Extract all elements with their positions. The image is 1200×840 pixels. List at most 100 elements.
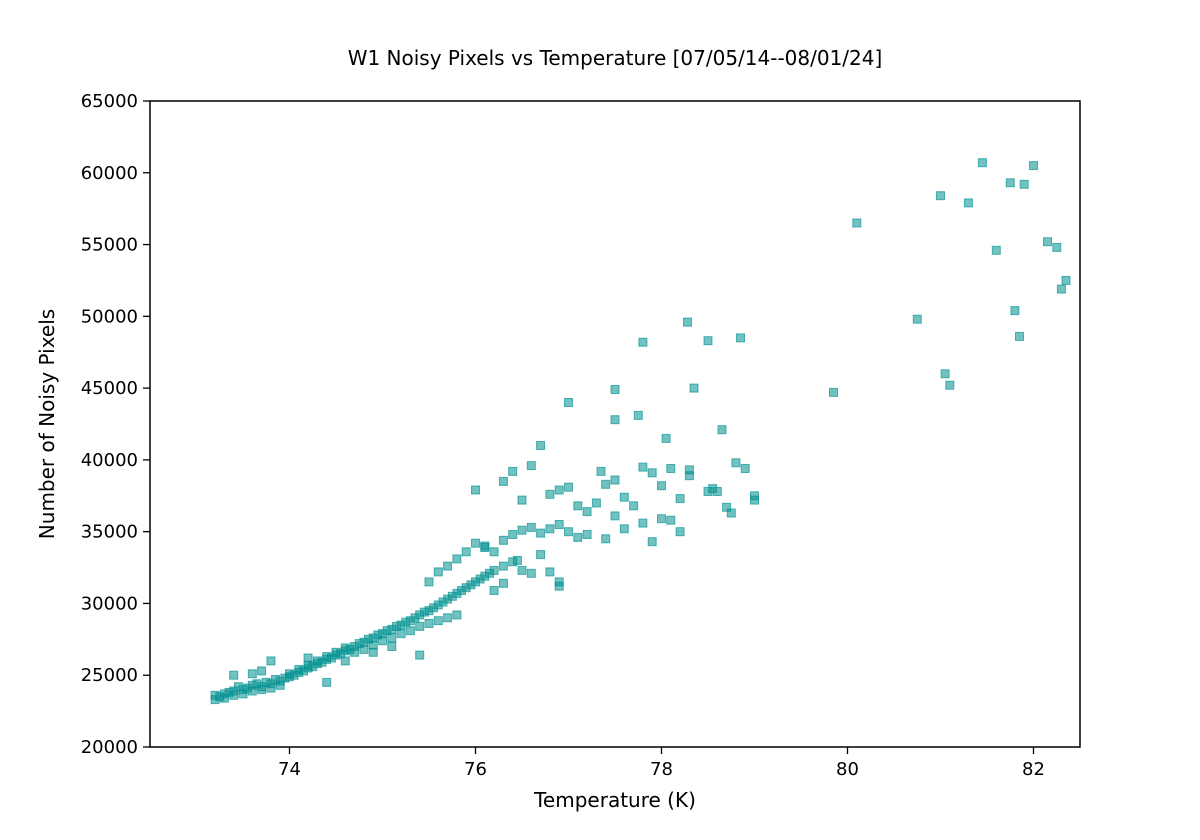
data-point [508, 530, 518, 539]
data-point [1061, 275, 1071, 285]
data-point [610, 475, 620, 485]
data-point [424, 577, 434, 587]
data-point [387, 642, 397, 651]
x-tick-label: 82 [1022, 759, 1045, 780]
data-point [945, 380, 955, 390]
data-point [1043, 237, 1052, 247]
data-point [633, 410, 643, 420]
data-point [359, 644, 369, 654]
data-point [229, 670, 239, 680]
data-point [1010, 306, 1020, 316]
data-point [564, 527, 573, 537]
data-point [619, 492, 629, 502]
data-point [554, 520, 564, 529]
data-point [601, 534, 611, 544]
data-point [340, 656, 350, 666]
x-tick-label: 76 [464, 759, 487, 780]
data-point [415, 621, 425, 631]
data-point [963, 198, 973, 208]
data-point [415, 650, 425, 660]
data-point [498, 535, 508, 545]
data-point [536, 528, 546, 538]
y-tick-label: 50000 [81, 306, 138, 327]
data-point [675, 494, 685, 504]
y-tick-label: 35000 [81, 522, 138, 543]
data-point [731, 458, 741, 468]
data-point [740, 464, 750, 473]
data-point [675, 527, 685, 537]
data-point [461, 547, 471, 557]
data-point [657, 514, 666, 524]
x-tick-label: 78 [650, 759, 673, 780]
data-point [275, 680, 285, 690]
data-point [666, 464, 676, 473]
data-point [508, 466, 518, 476]
data-point [554, 485, 564, 495]
data-point [683, 317, 692, 327]
data-point [684, 471, 694, 481]
data-point [573, 532, 583, 542]
data-point [536, 550, 546, 560]
data-point [619, 524, 629, 534]
data-point [564, 482, 573, 492]
plot-frame [149, 100, 1081, 748]
x-axis: 74 76 78 80 82 [278, 747, 1045, 780]
data-point [638, 518, 648, 528]
data-point [1029, 161, 1038, 171]
data-point [1052, 242, 1062, 252]
data-point [666, 515, 676, 525]
data-point [350, 647, 360, 657]
data-point [977, 158, 987, 168]
data-point [610, 415, 620, 425]
data-point [1015, 331, 1024, 341]
data-point [452, 554, 462, 564]
data-point [1019, 179, 1029, 189]
data-point [564, 398, 573, 407]
points-layer [210, 158, 1071, 705]
data-point [219, 693, 229, 703]
data-point [498, 578, 508, 588]
data-point [471, 485, 480, 495]
data-point [545, 524, 555, 534]
data-point [443, 561, 453, 571]
data-point [712, 487, 722, 496]
data-point [387, 633, 397, 643]
data-point [424, 619, 434, 628]
data-point [689, 383, 699, 393]
data-point [498, 561, 508, 571]
data-point [629, 501, 639, 511]
data-point [433, 616, 443, 626]
data-point [266, 656, 276, 666]
data-point [489, 565, 499, 575]
data-point [489, 547, 499, 557]
y-tick-label: 55000 [81, 235, 138, 256]
data-point [517, 495, 527, 505]
data-point [443, 613, 453, 623]
data-point [582, 507, 592, 517]
data-point [582, 530, 592, 539]
y-tick-label: 60000 [81, 163, 138, 184]
data-point [247, 686, 257, 696]
data-point [433, 567, 443, 577]
data-point [717, 425, 727, 435]
data-point [610, 511, 620, 521]
chart-title: W1 Noisy Pixels vs Temperature [07/05/14… [348, 46, 883, 70]
data-point [647, 468, 657, 478]
data-point [661, 433, 671, 443]
y-tick-label: 25000 [81, 665, 138, 686]
data-point [303, 653, 313, 663]
data-point [573, 501, 583, 511]
x-axis-label: Temperature (K) [533, 788, 696, 812]
data-point [452, 610, 462, 620]
data-point [405, 626, 415, 636]
data-point [736, 333, 745, 343]
data-point [526, 522, 536, 532]
data-point [322, 677, 332, 687]
data-point [526, 461, 536, 471]
data-point [591, 498, 601, 508]
data-point [396, 629, 406, 639]
data-point [368, 647, 378, 657]
x-tick-label: 80 [836, 759, 859, 780]
